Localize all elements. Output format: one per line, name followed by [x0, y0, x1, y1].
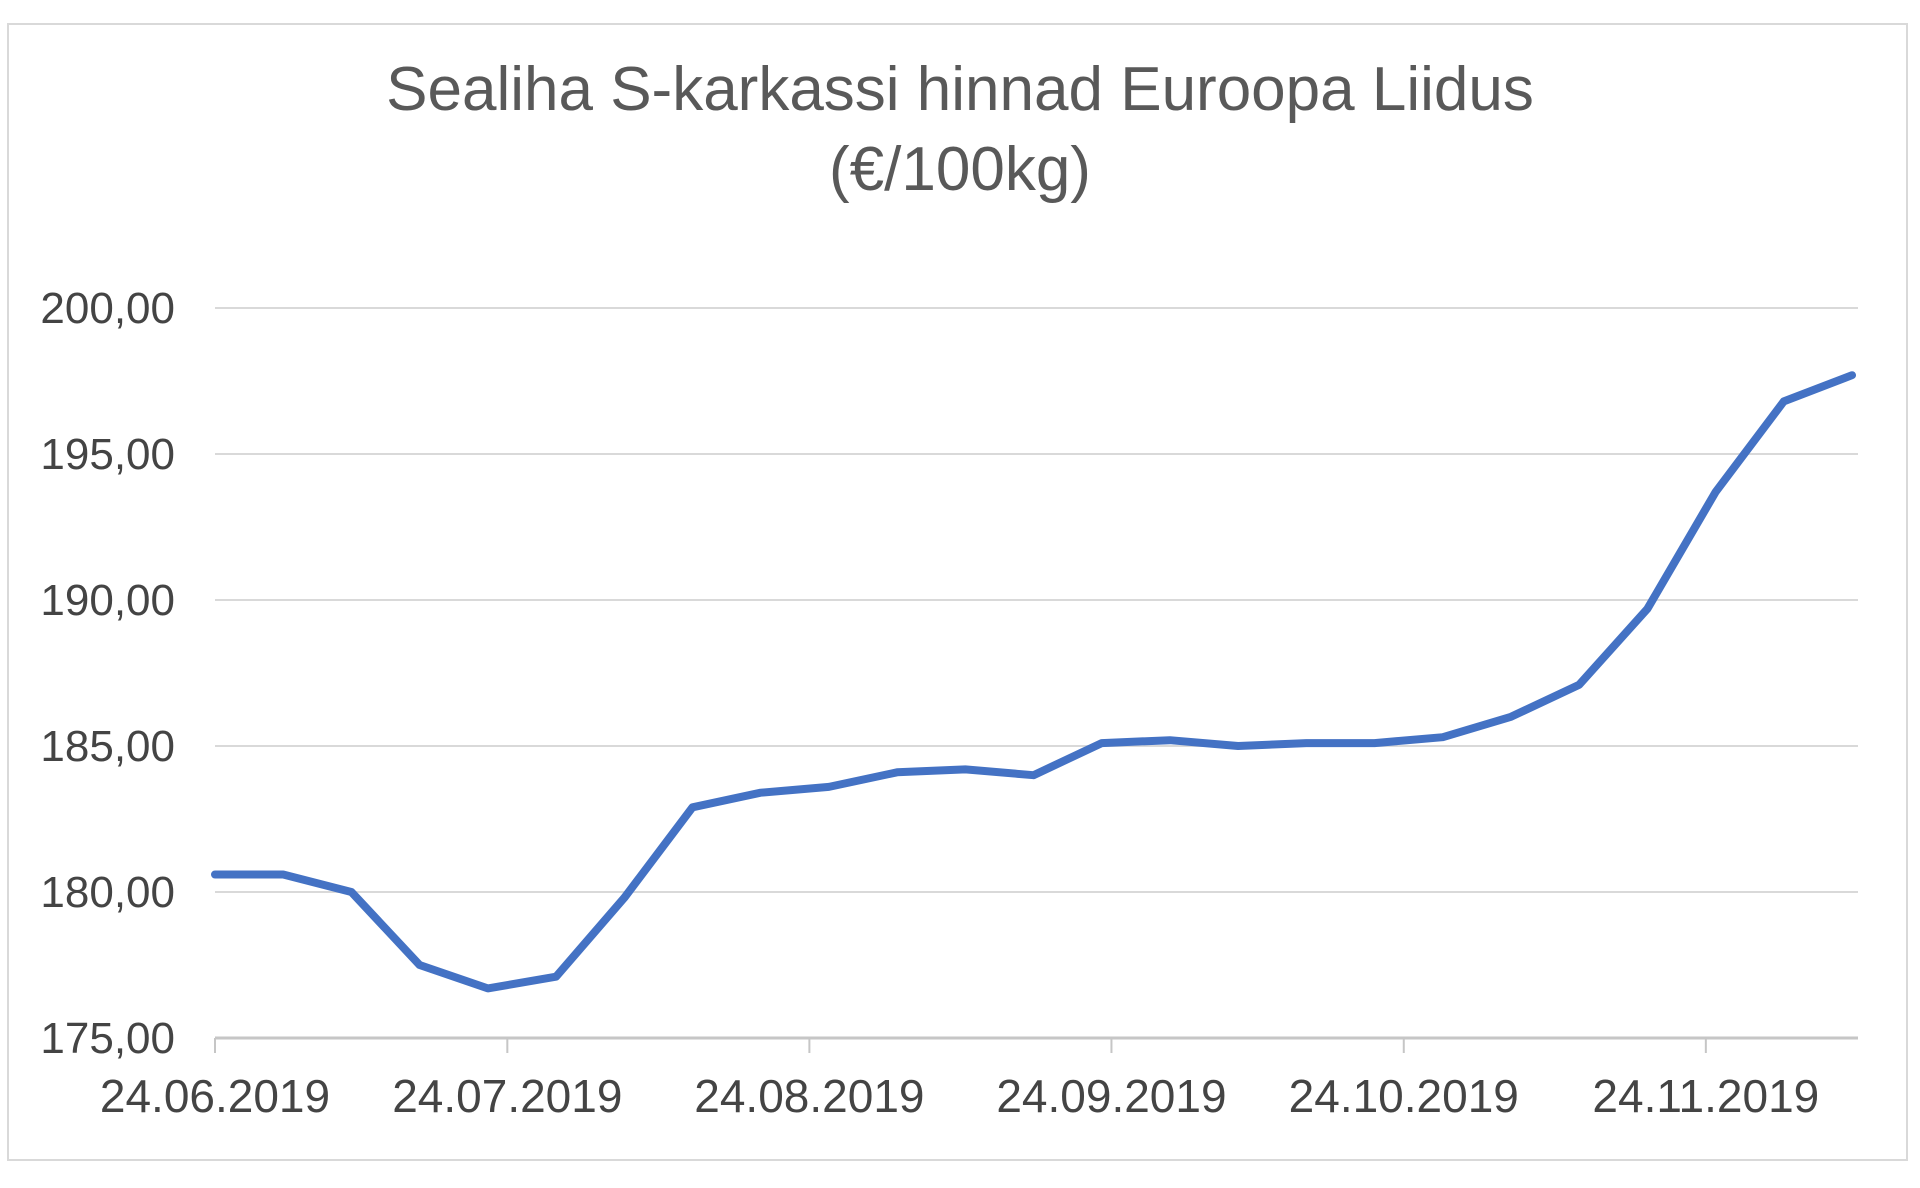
- x-axis-label: 24.11.2019: [1592, 1070, 1819, 1122]
- chart-title-line2: (€/100kg): [829, 135, 1091, 204]
- chart-border: [7, 23, 1908, 1161]
- x-axis-label: 24.08.2019: [694, 1070, 924, 1122]
- y-axis-label: 195,00: [40, 430, 175, 479]
- x-axis-label: 24.09.2019: [996, 1070, 1226, 1122]
- chart-title-line1: Sealiha S-karkassi hinnad Euroopa Liidus: [386, 55, 1534, 124]
- y-axis-label: 190,00: [40, 576, 175, 625]
- price-series-line: [211, 371, 1856, 993]
- y-axis-label: 200,00: [40, 284, 175, 333]
- y-axis-label: 180,00: [40, 868, 175, 917]
- y-axis-label: 185,00: [40, 722, 175, 771]
- y-axis-label: 175,00: [40, 1014, 175, 1063]
- x-axis-label: 24.07.2019: [392, 1070, 622, 1122]
- chart-title: Sealiha S-karkassi hinnad Euroopa Liidus…: [2, 50, 1918, 210]
- x-axis-label: 24.06.2019: [100, 1070, 330, 1122]
- x-axis-label: 24.10.2019: [1289, 1070, 1519, 1122]
